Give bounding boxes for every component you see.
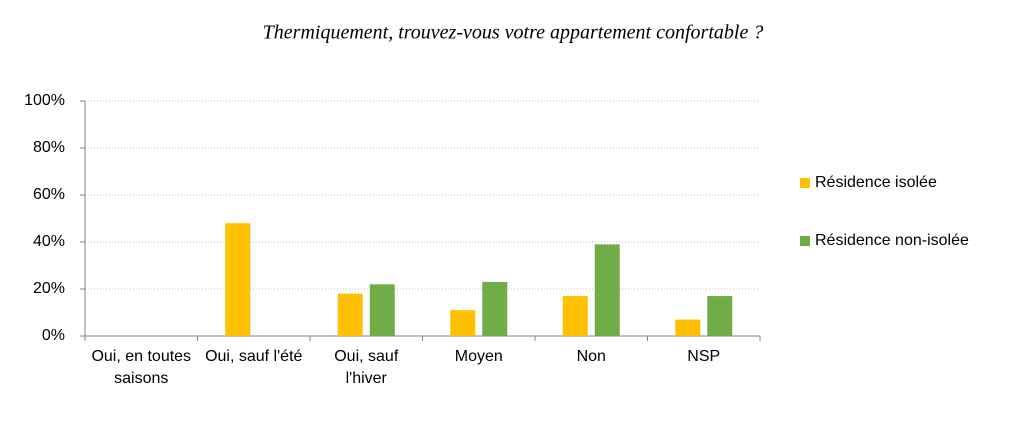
chart-title: Thermiquement, trouvez-vous votre appart…	[263, 22, 764, 44]
legend-label: Résidence isolée	[815, 174, 937, 191]
bar	[337, 293, 363, 336]
bar	[562, 296, 588, 336]
legend-swatch	[800, 178, 810, 188]
bar	[369, 284, 395, 336]
legend-swatch	[800, 236, 810, 246]
bar	[707, 296, 733, 336]
x-tick-label: NSP	[687, 348, 721, 365]
bar	[675, 319, 701, 336]
legend-label: Résidence non-isolée	[815, 232, 969, 249]
x-tick-label: Moyen	[454, 348, 503, 365]
x-tick-label: Oui, sauf l'été	[205, 348, 303, 365]
y-tick-label: 20%	[33, 280, 65, 297]
bar	[482, 281, 508, 336]
y-tick-label: 100%	[24, 92, 65, 109]
y-tick-label: 60%	[33, 186, 65, 203]
x-tick-label: Oui, sauf l'hiver	[334, 348, 399, 387]
x-tick-label: Oui, en toutes saisons	[91, 348, 192, 387]
bar	[225, 223, 251, 336]
x-tick-label: Non	[576, 348, 606, 365]
bar	[594, 244, 620, 336]
y-tick-label: 40%	[33, 233, 65, 250]
y-tick-label: 0%	[42, 327, 65, 344]
y-tick-label: 80%	[33, 139, 65, 156]
bar	[450, 310, 476, 336]
